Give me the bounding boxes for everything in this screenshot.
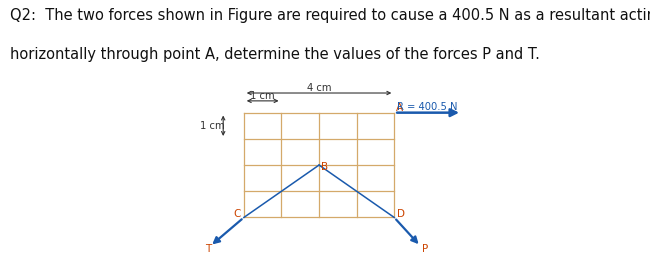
Text: horizontally through point A, determine the values of the forces P and T.: horizontally through point A, determine … xyxy=(10,47,540,62)
Text: 1 cm: 1 cm xyxy=(250,91,275,101)
Text: D: D xyxy=(397,209,405,220)
Text: B: B xyxy=(321,162,328,172)
Text: P: P xyxy=(422,243,428,254)
Text: 1 cm: 1 cm xyxy=(200,121,224,131)
Text: C: C xyxy=(233,209,240,220)
Text: R = 400.5 N: R = 400.5 N xyxy=(397,102,458,112)
Text: T: T xyxy=(205,243,212,254)
Text: A: A xyxy=(396,103,403,113)
Text: Q2:  The two forces shown in Figure are required to cause a 400.5 N as a resulta: Q2: The two forces shown in Figure are r… xyxy=(10,8,650,23)
Text: 4 cm: 4 cm xyxy=(307,83,332,93)
